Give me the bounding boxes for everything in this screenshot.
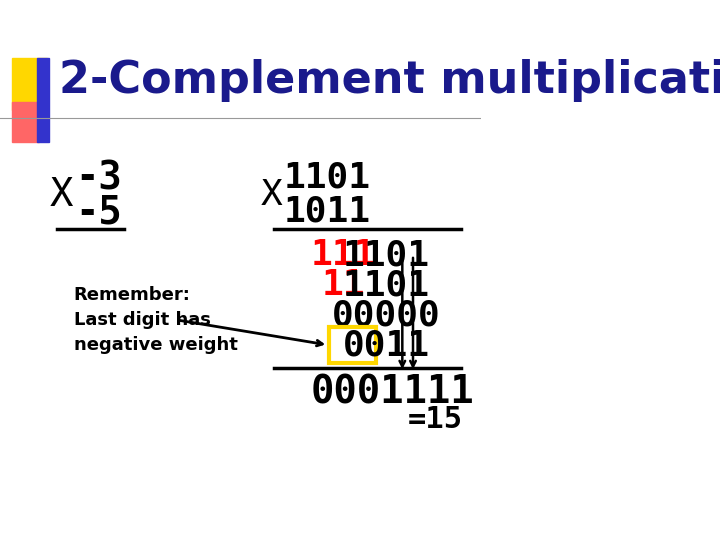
Text: 0001111: 0001111	[311, 373, 474, 411]
Bar	[12, 102, 39, 142]
Text: 111: 111	[311, 238, 376, 272]
Text: 2-Complement multiplication: 2-Complement multiplication	[59, 58, 720, 102]
Bar	[330, 327, 377, 363]
Text: 11: 11	[321, 268, 365, 302]
Text: -5: -5	[76, 193, 122, 231]
Text: 00000: 00000	[332, 298, 441, 332]
Bar	[12, 58, 47, 110]
Text: X: X	[261, 178, 282, 212]
Bar	[37, 58, 49, 142]
Text: X: X	[50, 176, 73, 214]
Text: 1011: 1011	[284, 195, 371, 229]
Text: 1101: 1101	[343, 238, 430, 272]
Text: 1101: 1101	[284, 161, 371, 195]
Text: 1101: 1101	[343, 268, 430, 302]
Text: -3: -3	[76, 159, 122, 197]
Text: =15: =15	[408, 406, 463, 435]
Text: Remember:
Last digit has
negative weight: Remember: Last digit has negative weight	[73, 286, 238, 354]
Text: 0011: 0011	[343, 328, 430, 362]
